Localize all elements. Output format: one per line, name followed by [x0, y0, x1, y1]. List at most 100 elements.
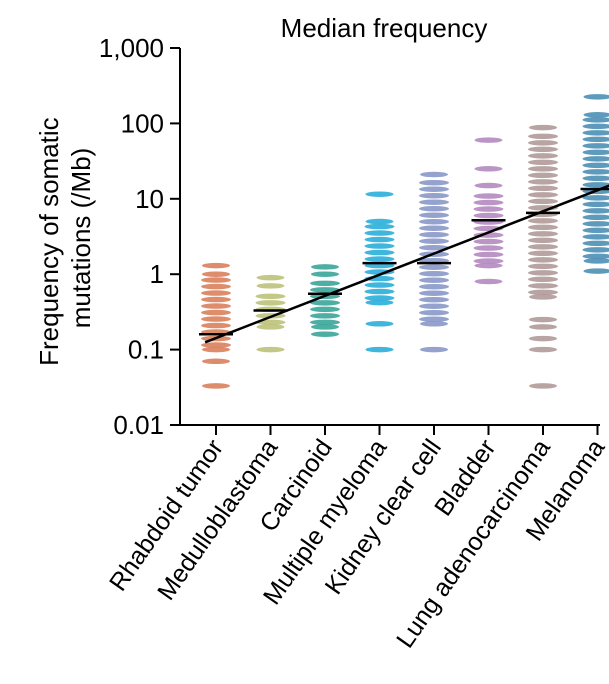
point-7-20	[582, 123, 609, 130]
outlier-4-0	[420, 346, 448, 353]
point-0-7	[201, 296, 231, 303]
y-axis-label: Frequency of somatic mutations (/Mb)	[34, 110, 96, 366]
point-7-2	[582, 240, 609, 247]
point-4-2	[419, 303, 449, 309]
x-axis: Rhabdoid tumorMedulloblastomaCarcinoidMu…	[104, 424, 609, 653]
point-6-15	[528, 192, 558, 198]
outlier-0-2	[202, 346, 230, 353]
point-0-10	[201, 277, 231, 283]
point-7-1	[582, 247, 609, 253]
point-6-2	[528, 276, 558, 283]
point-7-12	[582, 175, 609, 182]
column-7	[580, 94, 609, 274]
point-6-4	[528, 263, 558, 270]
point-4-7	[419, 270, 449, 277]
point-2-2	[310, 306, 340, 313]
point-6-17	[528, 179, 558, 185]
outlier-2-0	[311, 331, 339, 337]
trend-arrow	[204, 184, 609, 344]
column-4	[417, 171, 451, 353]
outlier-7-2	[583, 112, 609, 118]
point-7-9	[582, 195, 609, 201]
point-5-7	[473, 212, 504, 219]
point-6-0	[528, 289, 558, 296]
point-6-9	[528, 231, 558, 237]
outlier-6-6	[529, 124, 557, 131]
outlier-5-3	[474, 166, 503, 172]
point-7-13	[582, 169, 609, 175]
point-4-14	[419, 225, 449, 231]
point-1-4	[255, 293, 286, 300]
point-4-8	[419, 264, 449, 270]
column-1	[253, 274, 288, 353]
point-6-18	[528, 172, 558, 179]
point-4-11	[419, 244, 449, 251]
point-7-8	[582, 201, 609, 208]
point-7-6	[582, 214, 609, 221]
column-6	[526, 124, 560, 389]
point-6-3	[528, 270, 558, 276]
point-4-5	[419, 283, 449, 290]
point-4-1	[419, 309, 449, 316]
y-tick-label-5: 1,000	[99, 33, 164, 63]
point-7-19	[582, 130, 609, 136]
point-5-2	[473, 245, 504, 251]
column-3	[362, 191, 397, 353]
point-4-20	[419, 186, 449, 192]
point-4-18	[419, 199, 449, 205]
point-6-19	[528, 166, 558, 172]
point-2-1	[310, 313, 340, 319]
y-tick-label-0: 0.01	[113, 410, 164, 440]
point-0-5	[201, 309, 231, 316]
point-3-11	[364, 223, 395, 230]
point-2-6	[310, 280, 340, 287]
point-7-7	[582, 208, 609, 214]
point-0-3	[201, 322, 231, 329]
point-2-3	[310, 300, 340, 306]
outlier-6-2	[529, 335, 557, 342]
point-2-5	[310, 287, 340, 293]
point-1-3	[255, 300, 286, 306]
point-0-0	[201, 342, 231, 348]
outlier-3-3	[365, 218, 394, 225]
point-6-10	[528, 224, 558, 231]
point-4-6	[419, 277, 449, 283]
point-0-9	[201, 283, 231, 290]
point-6-1	[528, 283, 558, 289]
outlier-4-2	[420, 171, 448, 178]
point-7-0	[582, 253, 609, 260]
point-6-6	[528, 250, 558, 257]
point-0-4	[201, 316, 231, 322]
point-4-16	[419, 212, 449, 218]
point-3-8	[364, 243, 395, 249]
data-columns	[199, 94, 609, 389]
point-7-15	[582, 156, 609, 162]
point-7-16	[582, 149, 609, 156]
point-7-17	[582, 143, 609, 149]
point-4-19	[419, 192, 449, 199]
outlier-6-0	[529, 383, 557, 389]
point-7-11	[582, 182, 609, 188]
point-5-8	[473, 206, 504, 212]
point-6-14	[528, 198, 558, 205]
outlier-3-0	[365, 346, 394, 353]
point-4-4	[419, 290, 449, 296]
point-0-8	[201, 290, 231, 296]
point-5-1	[473, 251, 504, 258]
y-tick-label-3: 10	[135, 184, 164, 214]
outlier-1-0	[256, 346, 285, 353]
point-6-22	[528, 146, 558, 153]
point-4-21	[419, 179, 449, 186]
point-6-24	[528, 133, 558, 140]
outlier-6-4	[529, 316, 557, 323]
y-axis-label-line-2: mutations (/Mb)	[66, 148, 96, 329]
point-7-3	[582, 234, 609, 240]
point-6-7	[528, 244, 558, 250]
y-tick-label-2: 1	[150, 259, 164, 289]
point-3-10	[364, 230, 395, 236]
point-6-16	[528, 185, 558, 192]
point-4-15	[419, 218, 449, 225]
point-2-0	[310, 319, 340, 326]
outlier-0-0	[202, 383, 230, 389]
